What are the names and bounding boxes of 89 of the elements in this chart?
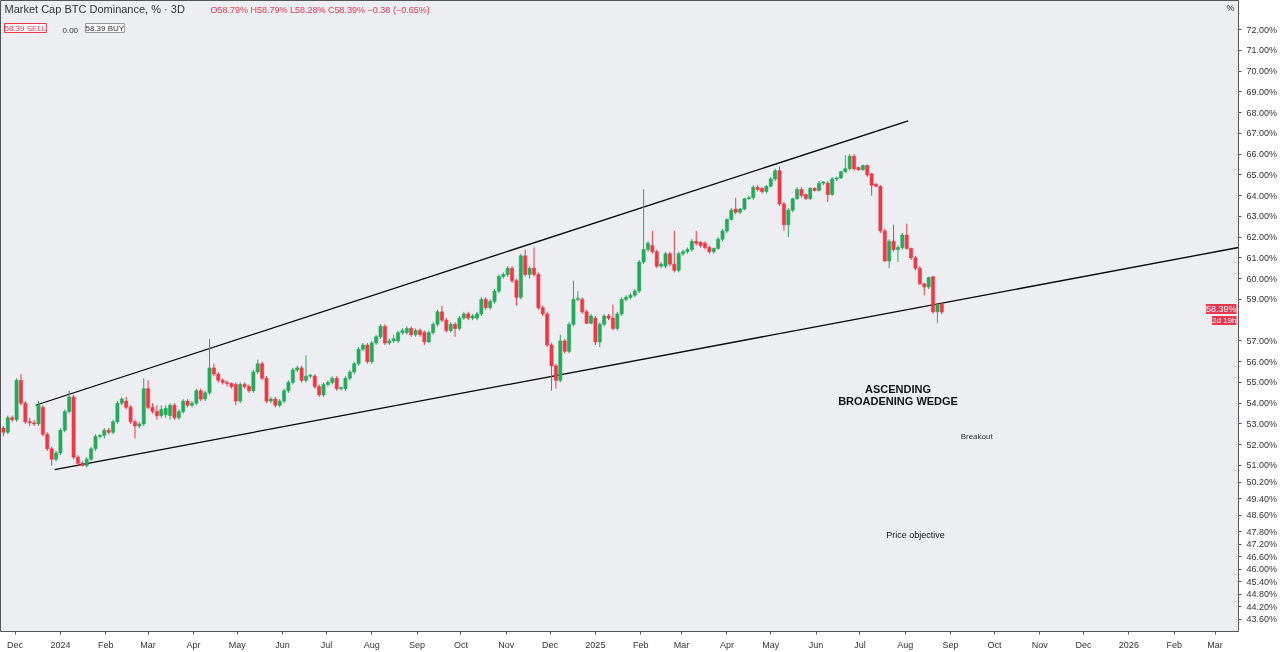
y-tick-label: 63.00% <box>1246 211 1278 222</box>
x-tick-label: 2025 <box>585 639 606 650</box>
candlestick <box>830 176 835 197</box>
y-tick-label: 52.00% <box>1246 439 1278 450</box>
y-tick-label: 68.00% <box>1246 107 1278 118</box>
x-tick-label: Nov <box>1031 639 1049 650</box>
y-axis-title: % <box>1226 2 1235 13</box>
candlestick <box>654 249 659 269</box>
x-tick-label: May <box>762 639 780 650</box>
y-tick-label: 70.00% <box>1246 66 1278 77</box>
x-tick-label: Oct <box>453 639 469 650</box>
candlestick <box>891 224 896 253</box>
x-tick-label: Apr <box>719 639 734 650</box>
candlestick <box>5 415 10 435</box>
y-tick-label: 65.00% <box>1246 169 1278 180</box>
y-tick-label: 69.00% <box>1246 86 1278 97</box>
x-tick-label: Dec <box>7 639 24 650</box>
annotation: 58.39 SELL <box>4 23 47 33</box>
x-tick-label: Mar <box>140 639 156 650</box>
y-tick-label: 66.00% <box>1246 149 1278 160</box>
x-tick-label: Jun <box>275 639 290 650</box>
x-tick-label: Mar <box>1207 639 1223 650</box>
candlestick <box>479 296 484 317</box>
candlestick <box>453 321 457 338</box>
y-tick-label: 44.80% <box>1246 589 1278 600</box>
candlestick <box>887 238 892 269</box>
candlestick <box>238 381 243 404</box>
candlestick <box>676 251 681 273</box>
y-tick-label: 43.60% <box>1246 614 1278 625</box>
y-tick-label: 54.00% <box>1246 398 1278 409</box>
y-tick-label: 45.40% <box>1246 576 1278 587</box>
annotation: 0.00 <box>62 25 79 35</box>
candlestick <box>825 180 830 203</box>
candlestick <box>36 400 41 427</box>
y-tick-label: 59.00% <box>1246 294 1278 305</box>
annotation: ASCENDING BROADENING WEDGE <box>838 383 958 408</box>
y-tick-label: 47.80% <box>1246 526 1278 537</box>
x-tick-label: Dec <box>542 639 559 650</box>
annotation: 2d 19h <box>1212 316 1237 326</box>
y-tick-label: 46.00% <box>1246 564 1278 575</box>
y-tick-label: 50.20% <box>1246 477 1278 488</box>
x-tick-label: Apr <box>186 639 201 650</box>
y-tick-label: 60.00% <box>1246 273 1278 284</box>
y-tick-label: 56.00% <box>1246 356 1278 367</box>
x-tick-label: Jul <box>320 639 333 650</box>
candlestick <box>593 315 598 346</box>
annotation: Price objective <box>886 529 945 540</box>
x-tick-label: Nov <box>498 639 515 650</box>
y-tick-label: 44.20% <box>1246 601 1278 612</box>
x-tick-label: Feb <box>97 639 114 650</box>
x-tick-label: Jun <box>808 639 824 650</box>
y-tick-label: 72.00% <box>1246 24 1278 35</box>
x-tick-label: Aug <box>363 639 380 650</box>
y-tick-label: 61.00% <box>1246 252 1278 263</box>
x-tick-label: Sep <box>409 639 426 650</box>
y-tick-label: 62.00% <box>1246 232 1278 243</box>
x-tick-label: Aug <box>897 639 914 650</box>
annotation: Breakout <box>960 431 994 441</box>
x-tick-label: 2024 <box>50 639 71 650</box>
y-tick-label: 46.60% <box>1246 551 1278 562</box>
chart-title: Market Cap BTC Dominance, % · 3D <box>4 2 185 15</box>
annotation: O58.79% H58.79% L58.28% C58.39% −0.38 (−0.65%) <box>210 4 430 15</box>
x-tick-label: Feb <box>1166 639 1182 650</box>
x-tick-label: Feb <box>632 639 649 650</box>
y-tick-label: 71.00% <box>1246 45 1278 56</box>
candlestick <box>523 249 528 278</box>
y-tick-label: 49.40% <box>1246 493 1278 504</box>
y-tick-label: 64.00% <box>1246 190 1278 201</box>
x-tick-label: Oct <box>987 639 1002 650</box>
x-tick-label: May <box>228 639 247 650</box>
candlestick <box>672 230 677 273</box>
candlestick <box>32 419 36 427</box>
annotation: 58.39% <box>1205 304 1237 315</box>
candlestick <box>233 381 238 406</box>
x-tick-label: Dec <box>1075 639 1093 650</box>
y-tick-label: 51.00% <box>1246 460 1278 471</box>
x-tick-label: 2026 <box>1118 639 1139 650</box>
y-tick-label: 53.00% <box>1246 418 1278 429</box>
x-tick-label: Jul <box>854 639 866 650</box>
candlestick <box>383 323 387 346</box>
y-tick-label: 67.00% <box>1246 128 1278 139</box>
y-tick-label: 48.60% <box>1246 510 1278 521</box>
y-tick-label: 55.00% <box>1246 377 1278 388</box>
annotation: 58.39 BUY <box>85 23 125 33</box>
x-tick-label: Mar <box>673 639 690 650</box>
y-tick-label: 47.20% <box>1246 539 1278 550</box>
candlestick <box>365 342 370 365</box>
y-tick-label: 57.00% <box>1246 335 1278 346</box>
x-tick-label: Sep <box>942 639 959 650</box>
